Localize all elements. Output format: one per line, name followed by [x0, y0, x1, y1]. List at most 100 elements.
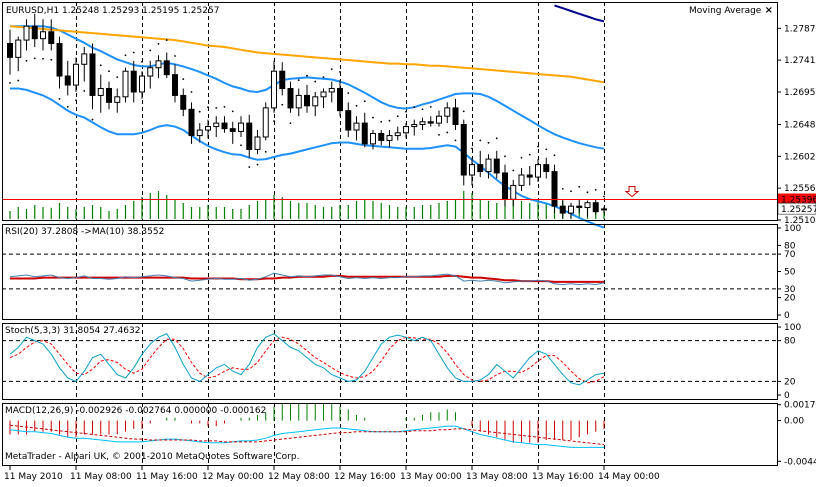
psar-dot: [50, 58, 53, 61]
bear-candle: [337, 88, 343, 112]
psar-dot: [273, 120, 275, 122]
close-icon[interactable]: ×: [764, 5, 773, 16]
symbol-info: EURUSD,H1 1.25248 1.25293 1.25195 1.2525…: [6, 6, 219, 16]
macd-tick-label: -0.004400: [784, 457, 816, 467]
current-price-label: 1.25396: [781, 196, 816, 206]
bear-candle: [106, 88, 112, 103]
x-tick-label: 12 May 08:00: [268, 472, 330, 482]
rsi-label: RSI(20) 37.2808 ->MA(10) 38.3552: [5, 227, 164, 237]
bull-candle: [518, 174, 525, 186]
bull-candle: [436, 115, 442, 124]
psar-dot: [355, 104, 358, 107]
bear-candle: [551, 171, 558, 207]
psar-dot: [124, 54, 127, 57]
bull-candle: [254, 136, 261, 150]
psar-dot: [83, 90, 86, 92]
psar-dot: [141, 60, 143, 63]
psar-dot: [297, 79, 300, 82]
x-tick-label: 13 May 16:00: [532, 472, 594, 482]
macd-line: [9, 425, 604, 448]
psar-dot: [446, 131, 449, 134]
bull-candle: [196, 129, 203, 137]
psar-dot: [66, 105, 69, 108]
bear-candle: [493, 158, 500, 174]
psar-dot: [396, 115, 399, 118]
psar-dot: [570, 190, 572, 193]
psar-dot: [190, 91, 193, 93]
bollinger-upper: [10, 25, 605, 150]
psar-dot: [281, 103, 284, 106]
indicator-panel: Moving Average ×: [683, 3, 777, 19]
stoch-tick-label: 100: [784, 323, 801, 333]
bear-candle: [592, 202, 599, 213]
psar-dot: [322, 76, 325, 78]
stoch-tick-label: 80: [784, 337, 796, 347]
psar-dot: [215, 106, 218, 109]
psar-dot: [528, 153, 531, 156]
psar-dot: [157, 42, 160, 45]
psar-dot: [512, 169, 515, 172]
stoch-label: Stoch(5,3,3) 31.8054 27.4632: [5, 326, 140, 336]
psar-dot: [289, 122, 292, 125]
psar-dot: [545, 148, 548, 151]
bull-candle: [485, 158, 492, 173]
bull-candle: [328, 88, 335, 93]
x-tick-label: 12 May 00:00: [202, 472, 264, 482]
bull-candle: [601, 208, 607, 211]
psar-dot: [17, 79, 20, 82]
x-tick-label: 13 May 00:00: [400, 472, 462, 482]
bull-candle: [40, 31, 46, 40]
bear-candle: [172, 74, 178, 96]
macd-pane-border: [2, 403, 778, 466]
main-pane-border: [2, 2, 778, 221]
rsi-pane-border: [2, 224, 778, 320]
bear-candle: [304, 94, 310, 107]
bear-candle: [287, 88, 294, 109]
bear-candle: [229, 128, 236, 132]
bear-candle: [48, 31, 55, 45]
psar-dot: [91, 118, 94, 121]
bear-candle: [452, 107, 459, 125]
last-price-label: 1.25257: [781, 205, 816, 215]
psar-dot: [248, 166, 251, 168]
bear-candle: [378, 132, 385, 141]
bear-candle: [246, 122, 253, 150]
rsi-tick-label: 70: [784, 250, 796, 260]
bull-candle: [320, 91, 327, 98]
bull-candle: [271, 70, 277, 109]
y-tick-label: 1.26480: [784, 120, 816, 130]
bull-candle: [469, 164, 475, 176]
psar-dot: [198, 110, 201, 113]
psar-dot: [388, 119, 391, 122]
psar-dot: [149, 49, 152, 52]
x-tick-label: 14 May 00:00: [598, 472, 660, 482]
bull-candle: [23, 25, 30, 41]
bear-candle: [163, 60, 170, 76]
ma-fast-line: [554, 4, 605, 23]
psar-dot: [586, 191, 589, 194]
bear-candle: [7, 43, 13, 58]
x-tick-label: 11 May 08:00: [70, 472, 132, 482]
rsi-tick-label: 30: [784, 285, 796, 295]
bear-candle: [559, 205, 566, 214]
psar-dot: [504, 155, 506, 158]
psar-dot: [380, 120, 383, 123]
psar-dot: [347, 92, 350, 94]
bear-candle: [543, 164, 550, 173]
bull-candle: [419, 121, 426, 125]
bull-candle: [81, 53, 88, 65]
macd-tick-label: 0.001713: [784, 401, 816, 411]
bull-candle: [114, 96, 121, 103]
stoch-pane-border: [2, 323, 778, 400]
psar-dot: [421, 108, 424, 111]
bear-candle: [64, 75, 71, 86]
x-tick-label: 11 May 16:00: [136, 472, 198, 482]
psar-dot: [240, 144, 242, 147]
bear-candle: [31, 25, 38, 40]
y-tick-label: 1.25560: [784, 184, 816, 194]
psar-dot: [223, 105, 226, 108]
psar-dot: [603, 195, 605, 198]
macd-tick-label: 0.00: [784, 417, 804, 427]
psar-dot: [314, 80, 317, 83]
